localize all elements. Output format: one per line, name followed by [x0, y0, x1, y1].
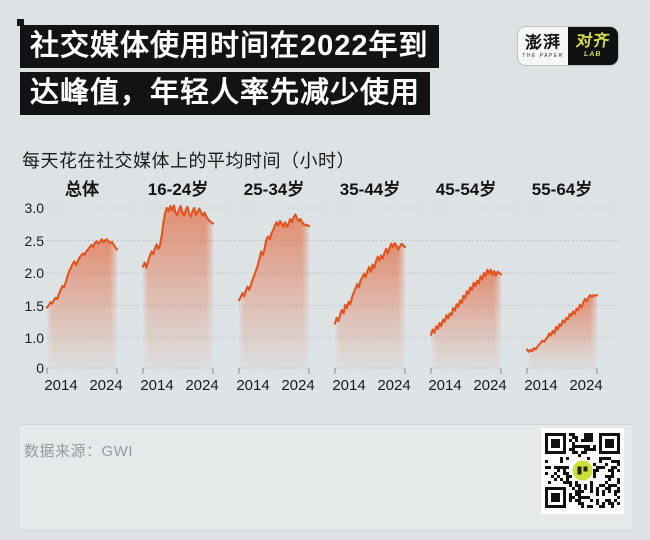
x-axis-year-label: 2024	[377, 377, 410, 394]
small-multiples-chart: 2014 2024 2014 2024 2014 2024 2014 2024 2014 2024…	[44, 204, 619, 394]
thepaper-logo: 澎湃 THE PAPER	[518, 27, 568, 65]
x-axis-year-label: 2024	[185, 377, 218, 394]
x-axis-year-label: 2024	[473, 377, 506, 394]
data-line	[237, 213, 311, 302]
area-fill	[47, 239, 117, 368]
y-axis-tick-label: 1.0	[24, 330, 44, 346]
thepaper-logo-subtext: THE PAPER	[522, 52, 564, 59]
publisher-logo: 澎湃 THE PAPER 对齐 LAB	[518, 27, 618, 65]
area-fill	[335, 243, 405, 368]
x-axis-year-label: 2014	[236, 377, 269, 394]
data-line	[45, 238, 119, 309]
age-group-label: 25-34岁	[243, 180, 305, 199]
qr-code	[541, 428, 624, 514]
x-axis-year-label: 2014	[140, 377, 173, 394]
y-axis-tick-label: 0	[36, 360, 44, 376]
lab-logo-subtext: LAB	[583, 51, 603, 58]
data-line	[141, 204, 215, 269]
area-fill	[527, 295, 597, 368]
data-line	[333, 242, 407, 325]
age-group-label: 55-64岁	[531, 180, 593, 199]
corner-square-decoration	[17, 19, 24, 26]
thepaper-logo-text: 澎湃	[524, 31, 562, 53]
page-title-line1: 社交媒体使用时间在2022年到	[20, 25, 439, 68]
x-axis-year-label: 2024	[569, 377, 602, 394]
age-group-label: 总体	[65, 180, 99, 199]
y-axis-tick-label: 2.0	[24, 265, 44, 281]
lab-logo-text: 对齐	[574, 33, 612, 50]
x-axis-year-label: 2024	[281, 377, 314, 394]
age-group-label: 35-44岁	[339, 180, 401, 199]
x-axis-year-label: 2014	[524, 377, 557, 394]
y-axis-tick-label: 2.5	[24, 232, 44, 249]
x-axis-year-label: 2014	[332, 377, 365, 394]
chart-subtitle: 每天花在社交媒体上的平均时间（小时）	[22, 151, 355, 171]
x-axis-year-label: 2014	[44, 377, 77, 394]
area-fill	[431, 269, 501, 368]
lab-logo: 对齐 LAB	[568, 27, 618, 65]
page-title-line2: 达峰值，年轻人率先减少使用	[20, 72, 431, 115]
area-fill	[143, 205, 213, 368]
area-fill	[239, 214, 309, 368]
y-axis-tick-label: 3.0	[24, 200, 44, 216]
data-line	[525, 294, 599, 353]
x-axis-year-label: 2014	[428, 377, 461, 394]
y-axis-tick-label: 1.5	[24, 297, 44, 314]
qr-code-image	[545, 433, 620, 508]
age-group-label: 16-24岁	[147, 180, 209, 199]
data-source-label: 数据来源：GWI	[24, 443, 133, 460]
footer-band: 数据来源：GWI	[20, 424, 632, 531]
x-axis-year-label: 2024	[89, 377, 122, 394]
age-group-label: 45-54岁	[435, 180, 497, 199]
data-line	[429, 268, 503, 336]
